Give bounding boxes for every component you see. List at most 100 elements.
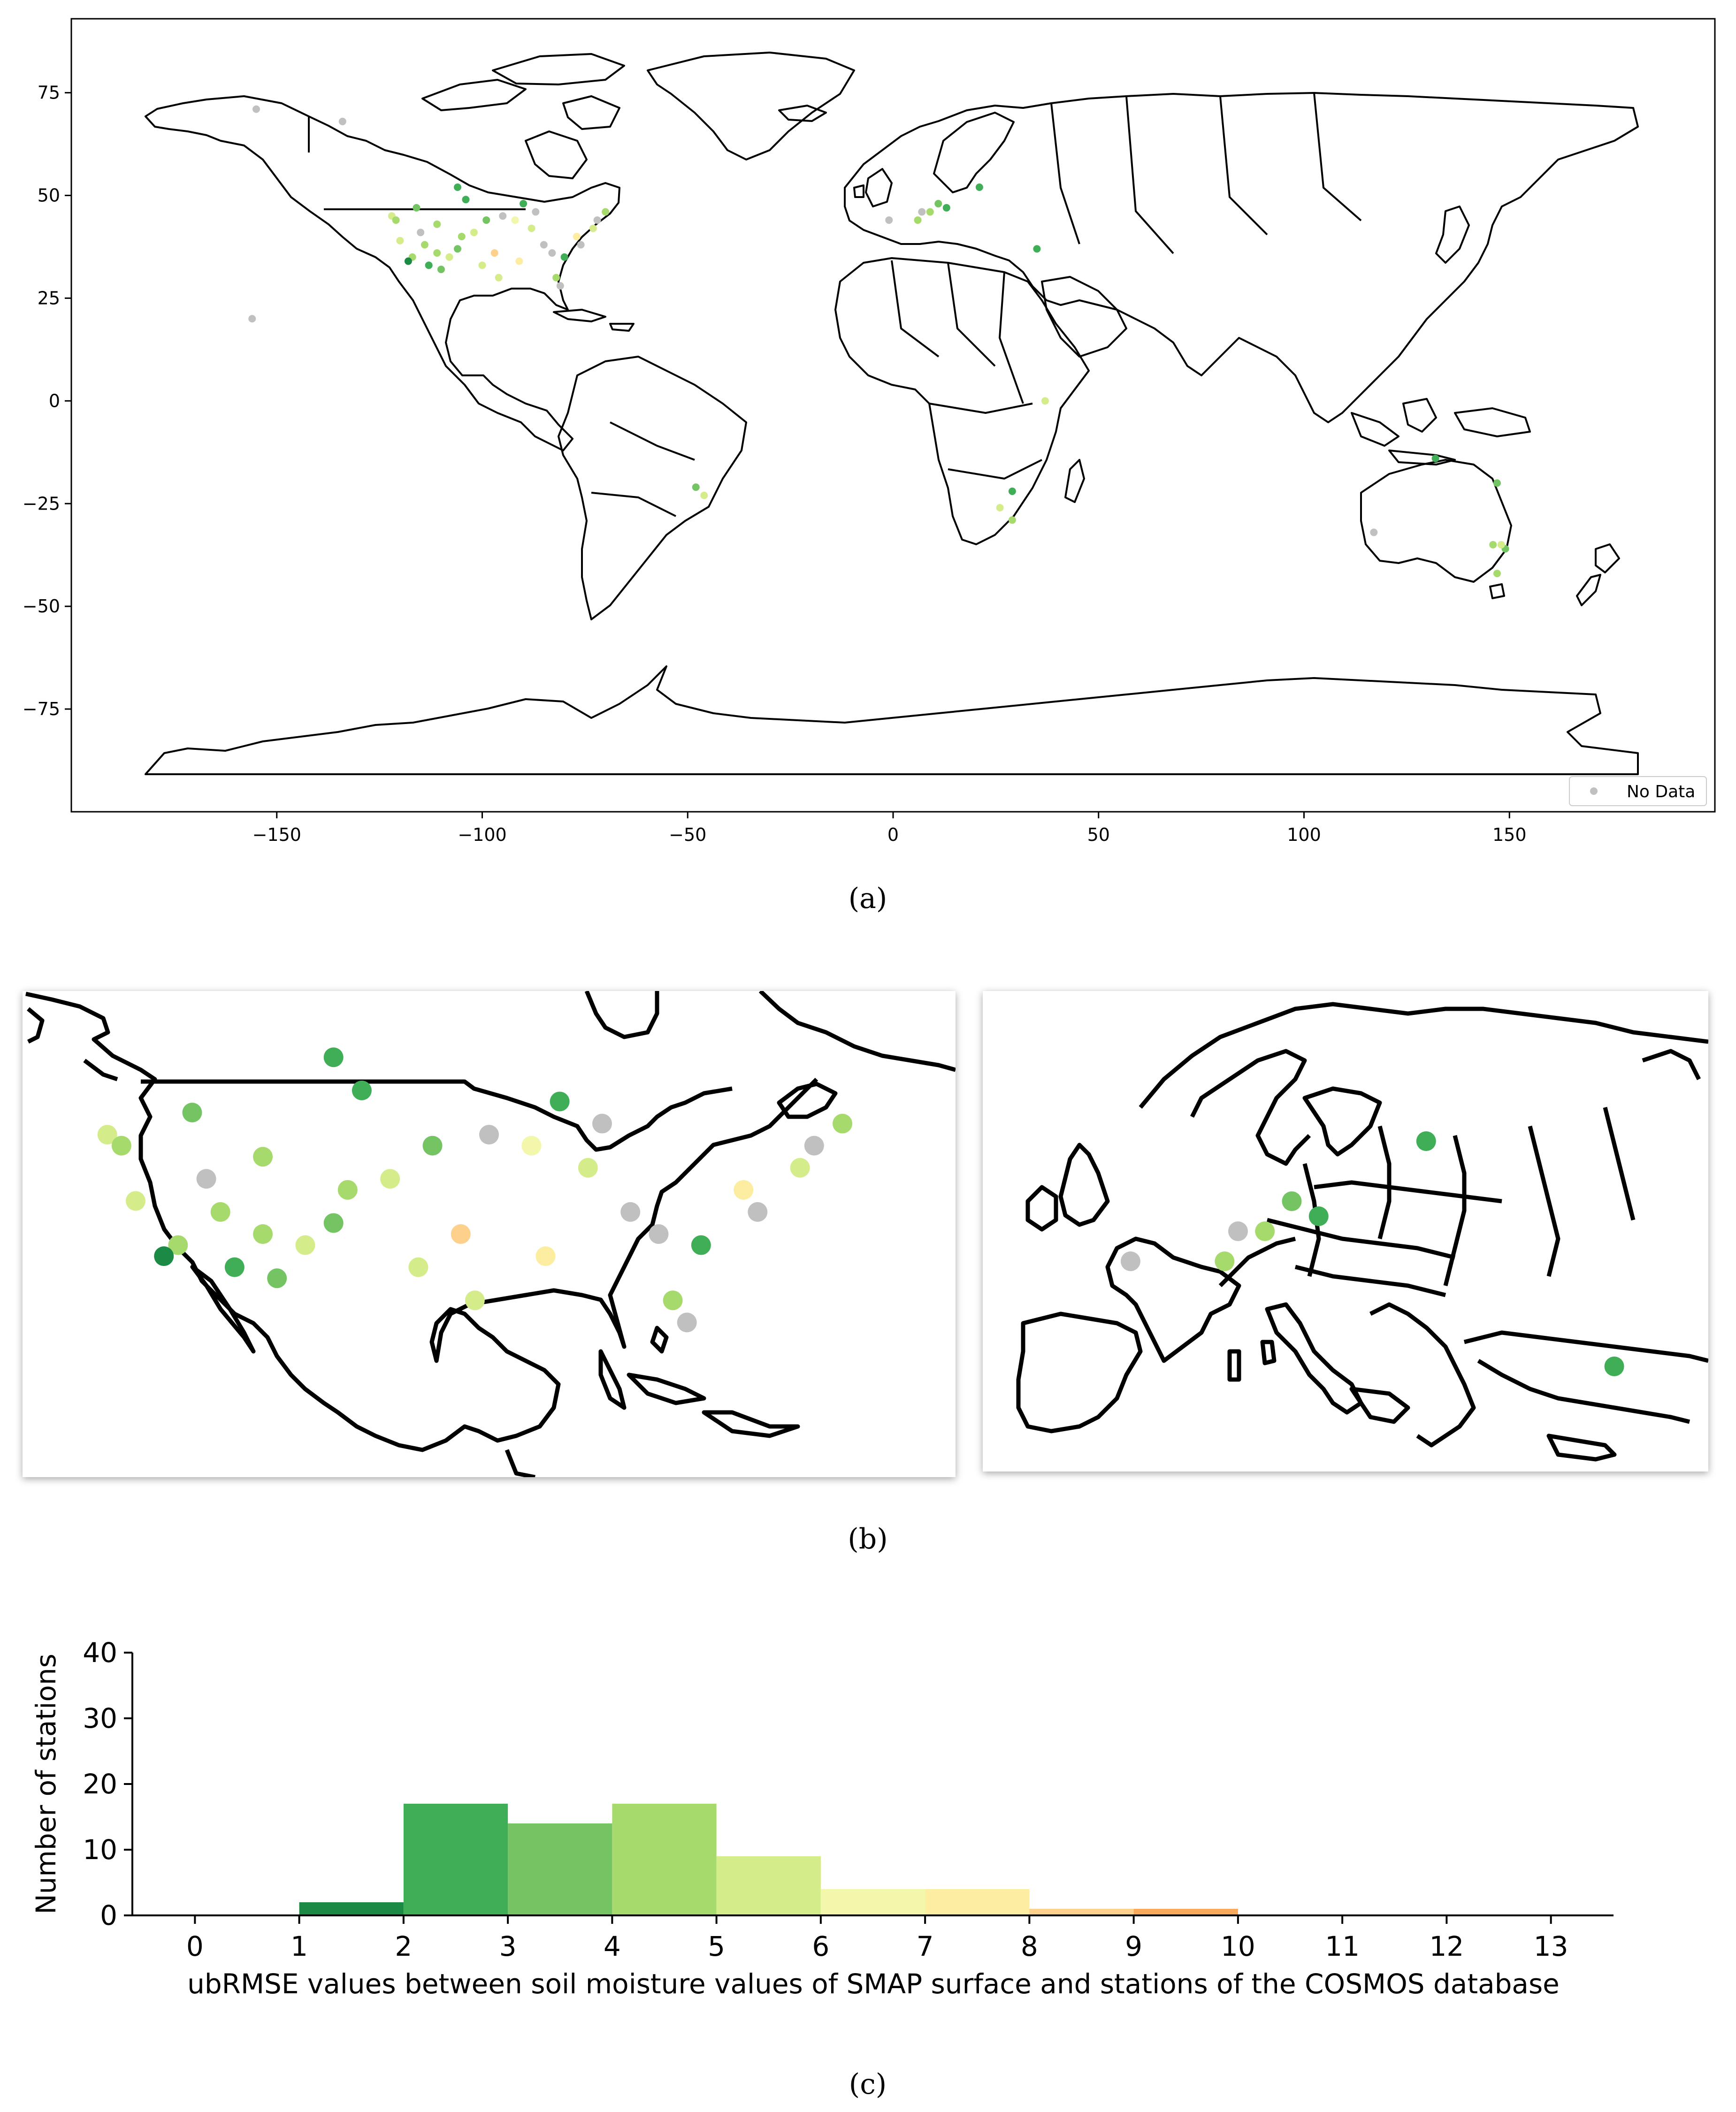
- station-point: [1008, 516, 1016, 524]
- station-point: [996, 504, 1004, 512]
- station-point: [528, 224, 535, 232]
- station-point: [495, 274, 503, 282]
- station-point: [515, 257, 523, 265]
- station-point-zoom: [1120, 1251, 1140, 1271]
- station-point: [417, 229, 425, 236]
- histogram-y-ticks: 0 10 20 30 40: [83, 1637, 132, 1931]
- hist-y-tick-label: 40: [83, 1637, 117, 1669]
- station-point: [540, 241, 548, 249]
- hist-x-tick-label: 4: [604, 1930, 621, 1962]
- station-point: [252, 105, 260, 113]
- europe-frame: [983, 991, 1708, 1472]
- hist-x-tick-label: 5: [708, 1930, 725, 1962]
- station-point: [885, 216, 893, 224]
- hist-x-tick-label: 0: [186, 1930, 204, 1962]
- world-map-y-ticks: 75 50 25 0 −25 −50 −75: [23, 83, 71, 719]
- hist-y-tick-label: 0: [100, 1899, 117, 1931]
- y-tick-label: −75: [23, 699, 60, 719]
- station-point-zoom: [550, 1091, 570, 1112]
- y-tick-label: 0: [49, 390, 60, 411]
- x-axis-label: ubRMSE values between soil moisture valu…: [187, 1968, 1560, 2000]
- station-point-zoom: [691, 1235, 711, 1255]
- y-tick-label: 50: [38, 185, 60, 206]
- north-america-frame: [23, 991, 956, 1477]
- hist-x-tick-label: 7: [917, 1930, 934, 1962]
- x-tick-label: −50: [669, 824, 706, 845]
- station-point-zoom: [253, 1224, 273, 1244]
- station-point-zoom: [663, 1290, 683, 1311]
- y-tick-label: −25: [23, 493, 60, 514]
- x-tick-label: −100: [458, 824, 506, 845]
- station-point: [453, 183, 461, 191]
- station-point-zoom: [677, 1312, 697, 1333]
- world-map-x-ticks: −150 −100 −50 0 50 100 150: [252, 812, 1527, 845]
- station-point: [573, 233, 581, 241]
- station-point: [511, 216, 519, 224]
- station-point: [421, 241, 428, 249]
- station-point: [433, 220, 441, 228]
- histogram-bar: [716, 1856, 821, 1915]
- histogram-bar: [820, 1889, 925, 1915]
- station-point-zoom: [620, 1202, 641, 1222]
- station-point-zoom: [1228, 1221, 1248, 1241]
- hist-x-tick-label: 12: [1429, 1930, 1464, 1962]
- hist-x-tick-label: 11: [1325, 1930, 1360, 1962]
- legend: No Data: [1569, 776, 1707, 806]
- y-tick-label: 25: [38, 288, 60, 308]
- station-point-zoom: [578, 1158, 598, 1178]
- station-point-zoom: [1282, 1191, 1302, 1211]
- histogram-bar: [1133, 1909, 1238, 1915]
- histogram-x-ticks: 0 1 2 3 4 5 6 7 8 9 10 11 12 13: [186, 1915, 1568, 1962]
- station-point: [1493, 479, 1501, 487]
- caption-a: (a): [849, 882, 887, 915]
- station-point-zoom: [479, 1125, 499, 1145]
- y-tick-label: 75: [38, 83, 60, 103]
- legend-no-data-label: No Data: [1627, 782, 1695, 801]
- station-point-zoom: [1308, 1206, 1329, 1226]
- station-point-zoom: [337, 1180, 358, 1200]
- station-point-zoom: [1215, 1251, 1235, 1271]
- station-point-zoom: [649, 1224, 669, 1244]
- station-point: [478, 261, 486, 269]
- station-point: [556, 282, 564, 290]
- hist-x-tick-label: 8: [1021, 1930, 1038, 1962]
- station-point: [1489, 541, 1497, 549]
- station-point: [462, 196, 470, 204]
- station-point-zoom: [1255, 1221, 1275, 1241]
- station-point: [589, 224, 597, 232]
- hist-y-tick-label: 20: [83, 1768, 117, 1800]
- station-point: [1033, 245, 1041, 253]
- north-america-zoom: [23, 991, 956, 1477]
- station-point: [692, 483, 700, 491]
- station-point: [392, 216, 400, 224]
- station-point-zoom: [790, 1158, 810, 1178]
- station-point-zoom: [1416, 1131, 1436, 1151]
- station-point: [942, 204, 950, 212]
- station-point: [926, 208, 934, 216]
- station-point: [520, 200, 528, 208]
- station-point: [470, 229, 478, 236]
- station-point: [1370, 528, 1378, 536]
- histogram-bars: [299, 1804, 1238, 1915]
- station-point-zoom: [224, 1257, 245, 1277]
- hist-y-tick-label: 10: [83, 1834, 117, 1866]
- station-point: [700, 491, 708, 499]
- caption-c: (c): [849, 2068, 887, 2101]
- europe-zoom: [983, 991, 1708, 1472]
- station-point: [532, 208, 540, 216]
- station-point: [445, 253, 453, 261]
- hist-x-tick-label: 10: [1221, 1930, 1255, 1962]
- legend-box: [1569, 776, 1707, 806]
- station-point: [413, 204, 421, 212]
- station-point: [602, 208, 610, 216]
- station-point: [453, 245, 461, 253]
- histogram-bar: [612, 1804, 717, 1915]
- station-point: [338, 117, 346, 125]
- station-point: [593, 216, 601, 224]
- station-point-zoom: [748, 1202, 768, 1222]
- histogram-bar: [508, 1823, 612, 1915]
- station-point: [396, 236, 404, 244]
- station-point: [560, 253, 568, 261]
- station-point-zoom: [592, 1113, 612, 1134]
